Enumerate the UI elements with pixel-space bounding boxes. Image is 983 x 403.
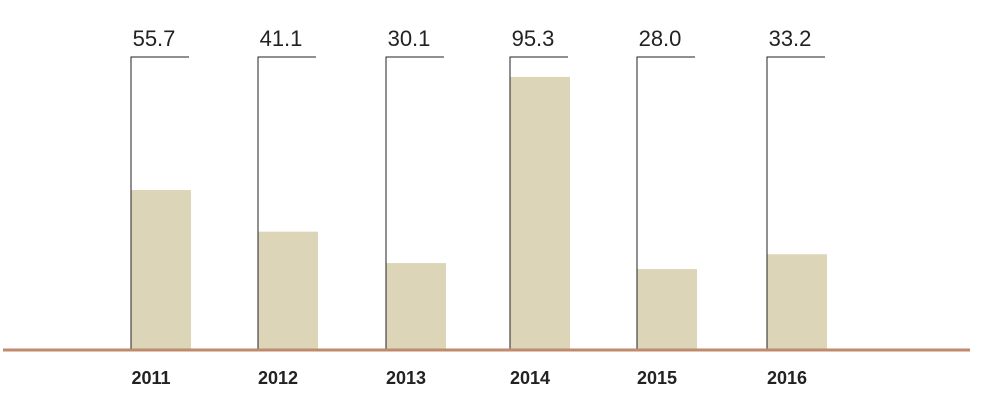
bar [767,254,827,349]
label-bracket [130,56,189,349]
x-tick-label: 2012 [258,368,298,388]
bar [386,263,446,349]
value-label: 33.2 [769,26,812,51]
label-bracket [509,56,568,349]
label-bracket [257,56,316,349]
value-label: 95.3 [512,26,555,51]
bar [637,269,697,349]
x-tick-label: 2014 [510,368,550,388]
bar [510,76,570,349]
label-bracket [636,56,695,349]
value-label: 41.1 [260,26,303,51]
x-tick-label: 2016 [767,368,807,388]
label-bracket [766,56,825,349]
x-tick-label: 2013 [386,368,426,388]
value-label: 55.7 [133,26,176,51]
bar [131,189,191,349]
value-label: 28.0 [639,26,682,51]
value-label: 30.1 [388,26,431,51]
bar [258,231,318,349]
label-bracket [385,56,444,349]
x-tick-label: 2011 [131,368,170,388]
x-tick-label: 2015 [637,368,677,388]
